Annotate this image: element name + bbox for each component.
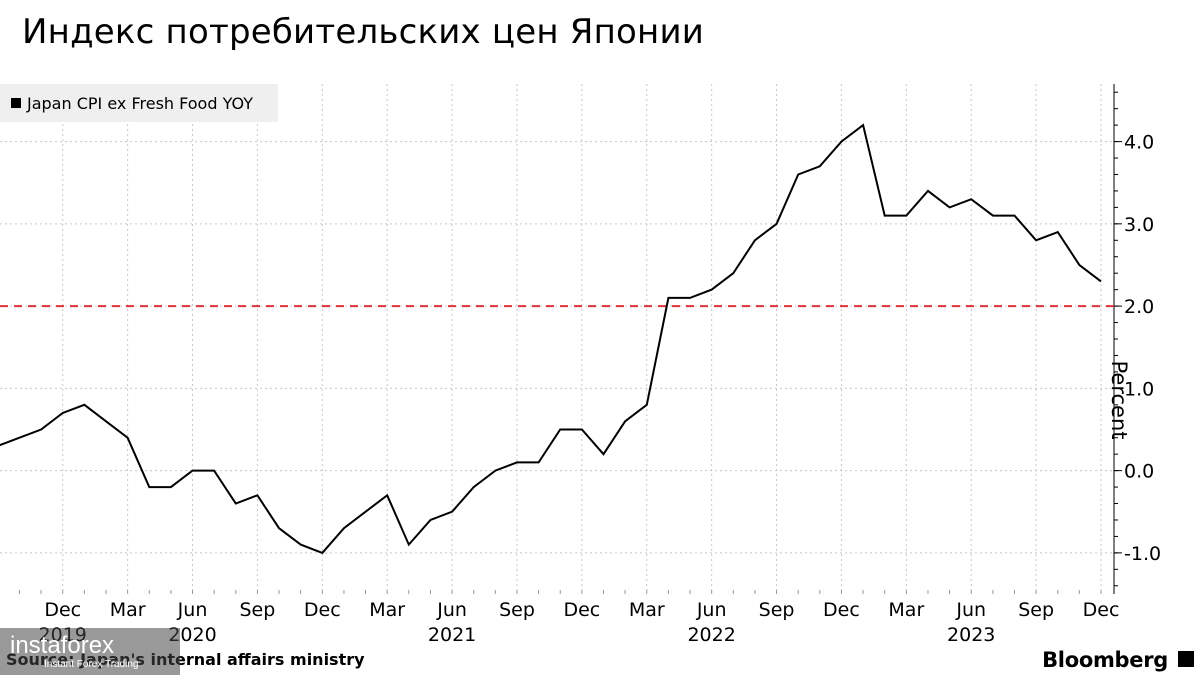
x-tick-label: Jun (955, 599, 986, 621)
x-tick-label: Sep (1018, 599, 1054, 621)
x-tick-label: Dec (1083, 599, 1120, 621)
x-tick-label: Dec (823, 599, 860, 621)
series-line-cpi (0, 123, 1102, 555)
x-year-label: 2022 (687, 624, 735, 646)
x-tick-label: Dec (563, 599, 600, 621)
x-tick-label: Dec (304, 599, 341, 621)
x-tick-label: Jun (177, 599, 208, 621)
x-tick-label: Mar (110, 599, 146, 621)
x-year-label: 2020 (168, 624, 216, 646)
x-tick-label: Sep (499, 599, 535, 621)
x-tick-label: Jun (436, 599, 467, 621)
y-tick-label: -1.0 (1124, 543, 1161, 565)
y-tick-label: 0.0 (1124, 461, 1154, 483)
legend-swatch (11, 98, 21, 108)
chart-title: Индекс потребительских цен Японии (22, 12, 705, 52)
x-year-label: 2021 (428, 624, 476, 646)
watermark-text: instaforex (10, 632, 115, 659)
x-tick-label: Sep (759, 599, 795, 621)
x-tick-label: Sep (240, 599, 276, 621)
x-tick-label: Dec (44, 599, 81, 621)
y-axis-label: Percent (1107, 360, 1131, 440)
bloomberg-terminal-icon (1178, 651, 1194, 667)
x-tick-label: Mar (888, 599, 924, 621)
y-tick-label: 4.0 (1124, 132, 1154, 154)
x-year-label: 2023 (947, 624, 995, 646)
bloomberg-logo: Bloomberg (1042, 648, 1168, 672)
cpi-line-chart: -1.0 0.0 1.0 2.0 3.0 4.0 Dec Mar Jun Sep Dec Mar Jun… (0, 84, 1161, 646)
chart-panel: -1.0 0.0 1.0 2.0 3.0 4.0 Dec Mar Jun Sep Dec Mar Jun… (0, 84, 1200, 650)
y-tick-label: 1.0 (1124, 378, 1154, 400)
legend: Japan CPI ex Fresh Food YOY (0, 84, 278, 122)
x-tick-label: Mar (629, 599, 665, 621)
y-tick-label: 3.0 (1124, 214, 1154, 236)
watermark-subtext: Instant Forex Trading (44, 659, 139, 670)
legend-label: Japan CPI ex Fresh Food YOY (27, 93, 253, 113)
x-tick-label: Mar (369, 599, 405, 621)
instaforex-watermark: instaforex Instant Forex Trading (0, 628, 180, 675)
y-tick-label: 2.0 (1124, 296, 1154, 318)
x-tick-label: Jun (696, 599, 727, 621)
